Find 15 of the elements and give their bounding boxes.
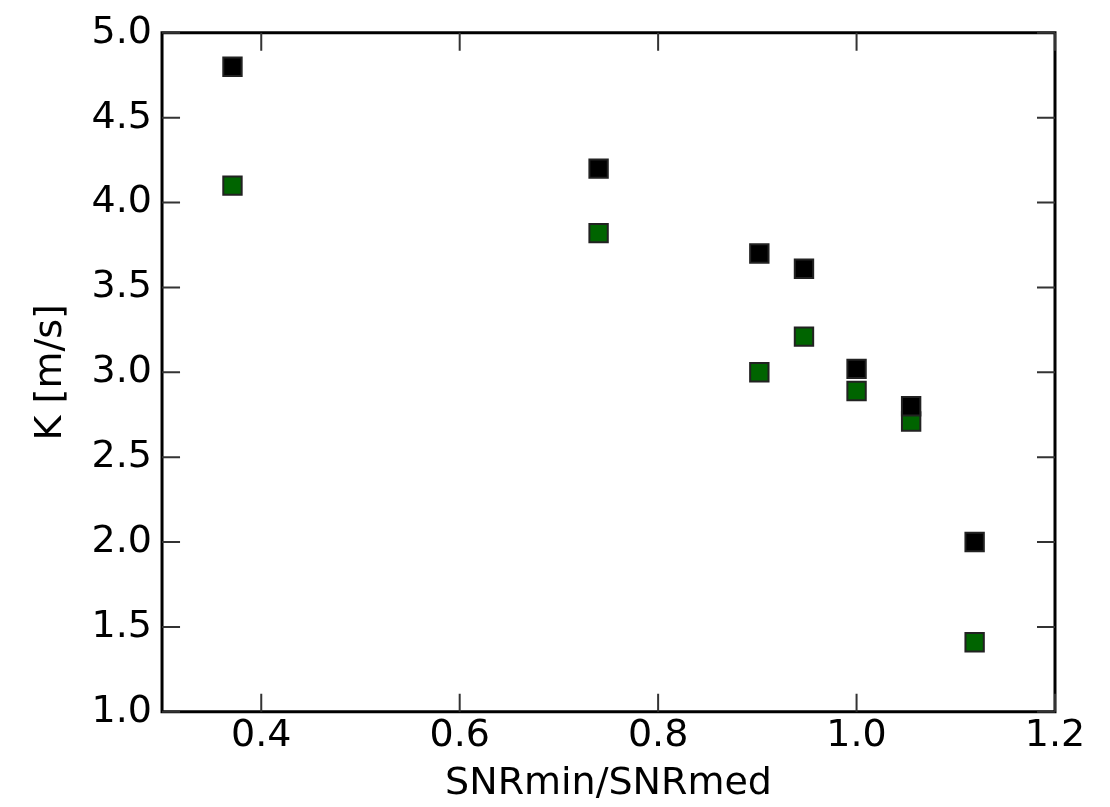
x-tick-label: 0.8 [627,711,689,756]
y-tick-label: 4.0 [91,177,153,222]
y-tick-label: 3.5 [91,262,153,307]
y-tick-label: 5.0 [91,7,153,52]
y-axis-title: K [m/s] [25,304,70,441]
x-tick-label: 0.6 [429,711,490,756]
y-tick-label: 3.0 [91,347,153,392]
y-tick-label: 2.5 [91,432,153,477]
y-tick-label: 4.5 [91,92,153,137]
y-tick-label: 2.0 [91,516,153,561]
x-tick-label: 1.2 [1024,711,1086,756]
x-tick-label: 0.4 [231,711,292,756]
x-axis-title: SNRmin/SNRmed [445,759,772,804]
x-tick-label: 1.0 [826,711,887,756]
y-tick-label: 1.5 [91,601,153,646]
